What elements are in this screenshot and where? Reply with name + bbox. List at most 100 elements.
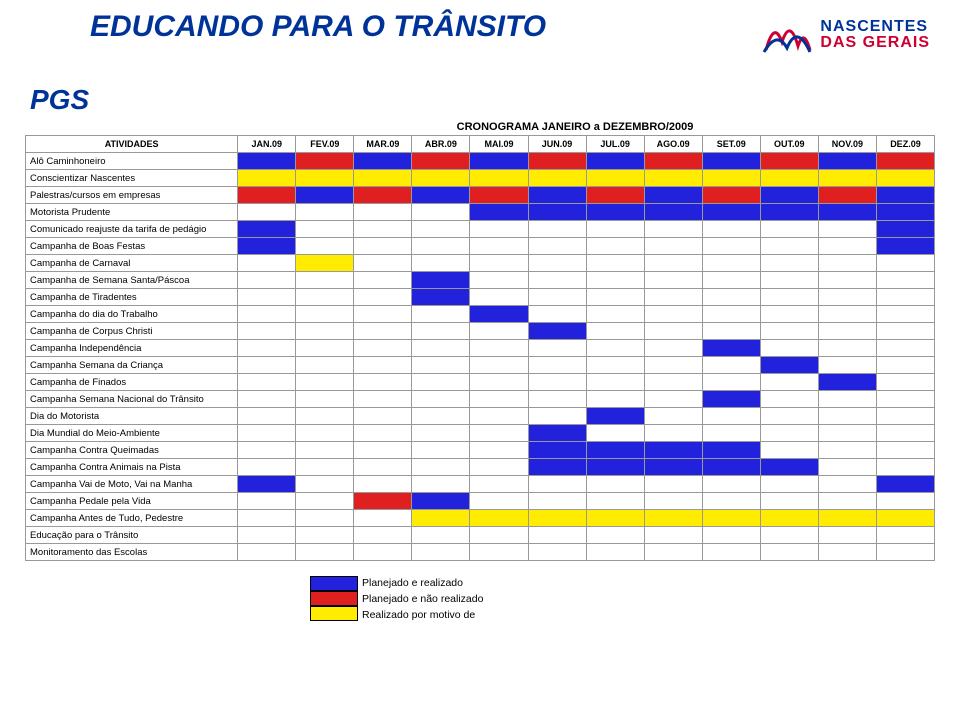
schedule-cell xyxy=(586,442,644,459)
schedule-cell xyxy=(760,527,818,544)
schedule-cell xyxy=(644,391,702,408)
activity-name: Campanha Pedale pela Vida xyxy=(26,493,238,510)
schedule-cell xyxy=(876,255,934,272)
schedule-cell xyxy=(586,425,644,442)
schedule-cell xyxy=(586,187,644,204)
schedule-cell xyxy=(470,493,528,510)
schedule-cell xyxy=(354,357,412,374)
schedule-cell xyxy=(586,255,644,272)
schedule-cell xyxy=(528,459,586,476)
schedule-cell xyxy=(760,153,818,170)
schedule-cell xyxy=(470,221,528,238)
activity-name: Comunicado reajuste da tarifa de pedágio xyxy=(26,221,238,238)
schedule-cell xyxy=(876,527,934,544)
schedule-cell xyxy=(528,527,586,544)
schedule-cell xyxy=(412,459,470,476)
schedule-cell xyxy=(876,323,934,340)
activities-header: ATIVIDADES xyxy=(26,136,238,153)
schedule-cell xyxy=(528,442,586,459)
schedule-cell xyxy=(238,459,296,476)
schedule-cell xyxy=(354,374,412,391)
activity-name: Campanha de Semana Santa/Páscoa xyxy=(26,272,238,289)
schedule-cell xyxy=(586,374,644,391)
schedule-cell xyxy=(586,357,644,374)
table-subtitle: CRONOGRAMA JANEIRO a DEZEMBRO/2009 xyxy=(215,121,935,133)
schedule-cell xyxy=(412,153,470,170)
schedule-cell xyxy=(644,493,702,510)
schedule-cell xyxy=(644,425,702,442)
schedule-cell xyxy=(702,238,760,255)
schedule-cell xyxy=(760,510,818,527)
schedule-cell xyxy=(238,544,296,561)
schedule-cell xyxy=(876,272,934,289)
schedule-cell xyxy=(818,510,876,527)
activity-name: Palestras/cursos em empresas xyxy=(26,187,238,204)
schedule-cell xyxy=(238,442,296,459)
schedule-cell xyxy=(586,306,644,323)
schedule-cell xyxy=(296,476,354,493)
table-row: Campanha Vai de Moto, Vai na Manha xyxy=(26,476,935,493)
schedule-cell xyxy=(760,493,818,510)
schedule-cell xyxy=(238,476,296,493)
table-row: Campanha Semana da Criança xyxy=(26,357,935,374)
schedule-cell xyxy=(818,170,876,187)
logo-text: NASCENTES DAS GERAIS xyxy=(820,19,930,51)
schedule-cell xyxy=(296,391,354,408)
schedule-cell xyxy=(470,391,528,408)
schedule-cell xyxy=(296,374,354,391)
schedule-cell xyxy=(354,493,412,510)
schedule-cell xyxy=(354,408,412,425)
table-container: CRONOGRAMA JANEIRO a DEZEMBRO/2009 ATIVI… xyxy=(0,121,960,561)
schedule-cell xyxy=(470,170,528,187)
schedule-cell xyxy=(238,153,296,170)
schedule-cell xyxy=(876,510,934,527)
schedule-cell xyxy=(412,187,470,204)
schedule-cell xyxy=(586,544,644,561)
schedule-cell xyxy=(702,408,760,425)
schedule-cell xyxy=(528,357,586,374)
schedule-cell xyxy=(760,442,818,459)
schedule-cell xyxy=(760,323,818,340)
schedule-cell xyxy=(818,374,876,391)
schedule-cell xyxy=(702,204,760,221)
schedule-cell xyxy=(586,221,644,238)
schedule-cell xyxy=(644,357,702,374)
page-header: EDUCANDO PARA O TRÂNSITO PGS NASCENTES D… xyxy=(0,0,960,121)
schedule-cell xyxy=(528,289,586,306)
month-header: ABR.09 xyxy=(412,136,470,153)
schedule-cell xyxy=(818,391,876,408)
month-header: OUT.09 xyxy=(760,136,818,153)
schedule-cell xyxy=(354,170,412,187)
schedule-cell xyxy=(818,306,876,323)
table-row: Campanha de Tiradentes xyxy=(26,289,935,306)
schedule-cell xyxy=(412,255,470,272)
schedule-cell xyxy=(702,391,760,408)
schedule-cell xyxy=(354,323,412,340)
schedule-cell xyxy=(644,527,702,544)
schedule-cell xyxy=(528,544,586,561)
schedule-cell xyxy=(818,153,876,170)
schedule-cell xyxy=(238,204,296,221)
schedule-cell xyxy=(818,272,876,289)
schedule-cell xyxy=(876,170,934,187)
schedule-cell xyxy=(586,272,644,289)
brand-abbr: PGS xyxy=(30,84,546,116)
table-row: Campanha do dia do Trabalho xyxy=(26,306,935,323)
schedule-cell xyxy=(354,204,412,221)
schedule-cell xyxy=(760,204,818,221)
schedule-cell xyxy=(702,442,760,459)
schedule-cell xyxy=(702,510,760,527)
schedule-cell xyxy=(818,459,876,476)
schedule-cell xyxy=(818,527,876,544)
activity-name: Dia do Motorista xyxy=(26,408,238,425)
schedule-cell xyxy=(412,510,470,527)
legend: Planejado e realizadoPlanejado e não rea… xyxy=(310,576,960,624)
schedule-cell xyxy=(354,425,412,442)
schedule-cell xyxy=(876,476,934,493)
schedule-cell xyxy=(238,527,296,544)
logo-icon xyxy=(762,10,812,60)
schedule-cell xyxy=(470,289,528,306)
schedule-cell xyxy=(296,442,354,459)
schedule-cell xyxy=(296,255,354,272)
schedule-cell xyxy=(354,510,412,527)
